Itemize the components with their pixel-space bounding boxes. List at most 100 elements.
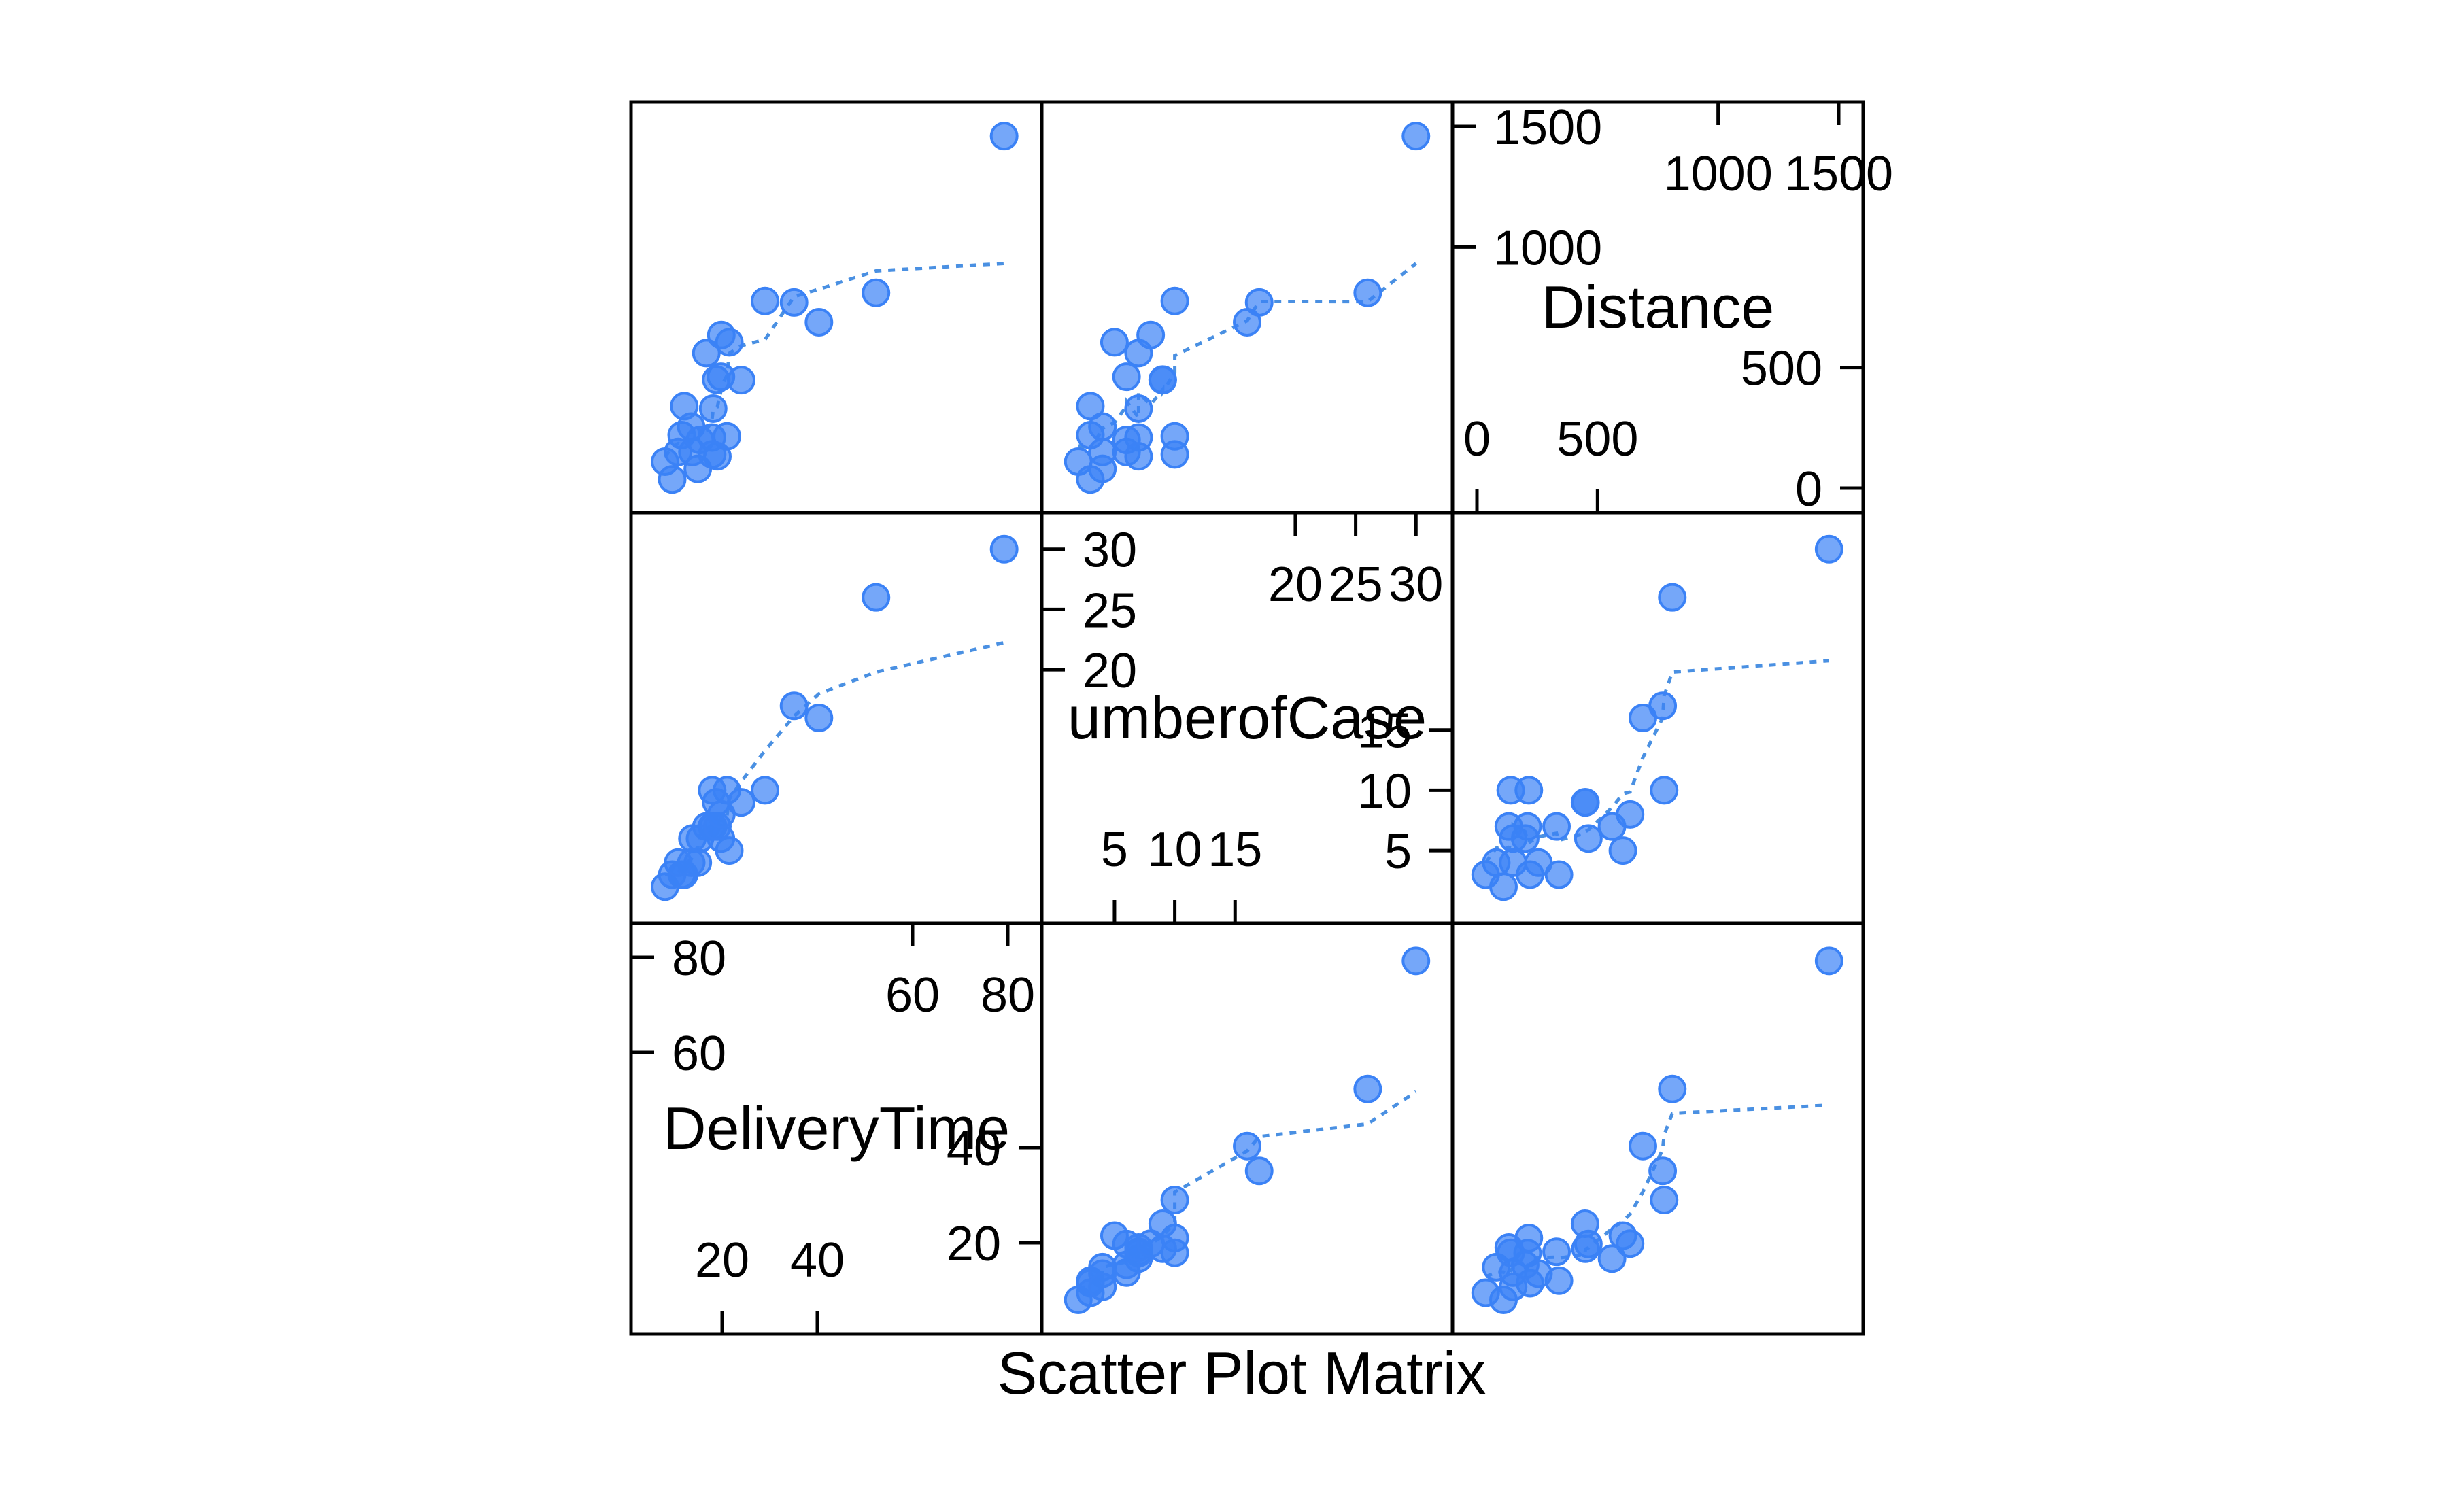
- data-point: [1496, 1238, 1525, 1267]
- data-point: [664, 848, 693, 877]
- data-point: [1608, 836, 1637, 865]
- data-point: [779, 691, 809, 721]
- data-point: [751, 776, 779, 805]
- data-point: [1471, 1278, 1500, 1307]
- data-point: [1401, 122, 1431, 151]
- data-point: [1658, 583, 1687, 612]
- data-point: [1499, 848, 1528, 877]
- data-point: [702, 365, 731, 394]
- data-point: [1571, 788, 1600, 817]
- data-point: [698, 440, 727, 469]
- data-point: [1542, 812, 1571, 841]
- data-point: [1148, 365, 1177, 394]
- tick-label: 5: [1384, 825, 1412, 879]
- scatter-panel: [651, 534, 1019, 901]
- data-point: [1524, 848, 1553, 877]
- tick-label: 60: [672, 1027, 726, 1081]
- panel-frame: [1450, 921, 1865, 1336]
- data-point: [751, 286, 779, 315]
- data-point: [1136, 1229, 1166, 1258]
- tick-label: 1500: [1784, 147, 1893, 201]
- data-point: [707, 800, 736, 829]
- tick-label: 25: [1083, 583, 1137, 638]
- scatter-panel: [1471, 946, 1843, 1314]
- tick-label: 20: [695, 1233, 749, 1288]
- data-point: [1244, 288, 1274, 317]
- tick-label: 0: [1795, 462, 1822, 517]
- scatter-panel: [651, 122, 1019, 494]
- data-point: [1629, 1131, 1658, 1161]
- data-point: [1571, 1234, 1600, 1263]
- data-point: [1616, 800, 1645, 829]
- data-point: [779, 288, 809, 317]
- tick-label: 5: [1101, 823, 1128, 877]
- data-point: [1648, 691, 1678, 721]
- scatter-panel: [1064, 122, 1431, 494]
- data-point: [707, 320, 736, 349]
- tick-label: 10: [1357, 764, 1412, 819]
- data-point: [804, 307, 834, 337]
- data-point: [1496, 776, 1525, 805]
- data-point: [1233, 1131, 1261, 1161]
- tick-label: 80: [981, 968, 1035, 1023]
- tick-label: 500: [1557, 412, 1638, 466]
- tick-label: 0: [1463, 412, 1491, 466]
- data-point: [989, 534, 1019, 564]
- data-point: [1088, 1272, 1117, 1301]
- data-point: [1542, 1237, 1571, 1267]
- data-point: [1112, 362, 1141, 392]
- data-point: [1088, 412, 1117, 441]
- diagonal-label: DeliveryTime: [663, 1095, 1010, 1162]
- scatter-panel: [1064, 946, 1431, 1314]
- tick-label: 10: [1148, 823, 1202, 877]
- data-point: [1353, 278, 1382, 307]
- data-point: [1471, 860, 1500, 889]
- data-point: [1160, 440, 1189, 469]
- tick-label: 30: [1389, 557, 1443, 612]
- data-point: [862, 278, 891, 307]
- data-point: [804, 704, 834, 732]
- data-point: [1814, 534, 1843, 564]
- tick-label: 20: [1083, 644, 1137, 698]
- data-point: [727, 366, 755, 395]
- data-point: [1244, 1156, 1274, 1186]
- data-point: [1648, 1156, 1678, 1186]
- data-point: [1353, 1074, 1382, 1103]
- data-point: [664, 437, 693, 466]
- data-point: [1814, 946, 1843, 976]
- tick-label: 20: [1268, 557, 1323, 612]
- tick-label: 30: [1083, 523, 1137, 578]
- data-point: [1088, 437, 1117, 466]
- data-point: [1650, 776, 1679, 805]
- data-point: [1494, 812, 1523, 841]
- data-point: [1124, 394, 1153, 423]
- scatter-panel: [1471, 534, 1843, 901]
- data-point: [1650, 1186, 1679, 1214]
- data-point: [1160, 286, 1189, 315]
- data-point: [1124, 442, 1153, 471]
- tick-label: 60: [885, 968, 940, 1023]
- data-point: [989, 122, 1019, 151]
- tick-label: 40: [947, 1122, 1001, 1176]
- diagonal-label: umberofCase: [1068, 684, 1427, 751]
- diagonal-label: Distance: [1542, 273, 1774, 341]
- tick-label: 80: [672, 931, 726, 986]
- data-point: [1160, 1186, 1189, 1214]
- data-point: [862, 583, 891, 612]
- data-point: [1401, 946, 1431, 976]
- data-point: [692, 339, 721, 368]
- data-point: [1499, 1272, 1528, 1301]
- data-point: [1076, 465, 1105, 494]
- chart-title: Scatter Plot Matrix: [998, 1339, 1486, 1407]
- tick-label: 1000: [1493, 221, 1602, 275]
- data-point: [1136, 320, 1166, 349]
- tick-label: 1000: [1664, 147, 1773, 201]
- data-point: [658, 465, 687, 494]
- data-point: [1574, 824, 1603, 853]
- data-point: [1100, 328, 1129, 357]
- data-point: [1616, 1229, 1645, 1258]
- data-point: [698, 394, 728, 423]
- tick-label: 40: [790, 1233, 845, 1288]
